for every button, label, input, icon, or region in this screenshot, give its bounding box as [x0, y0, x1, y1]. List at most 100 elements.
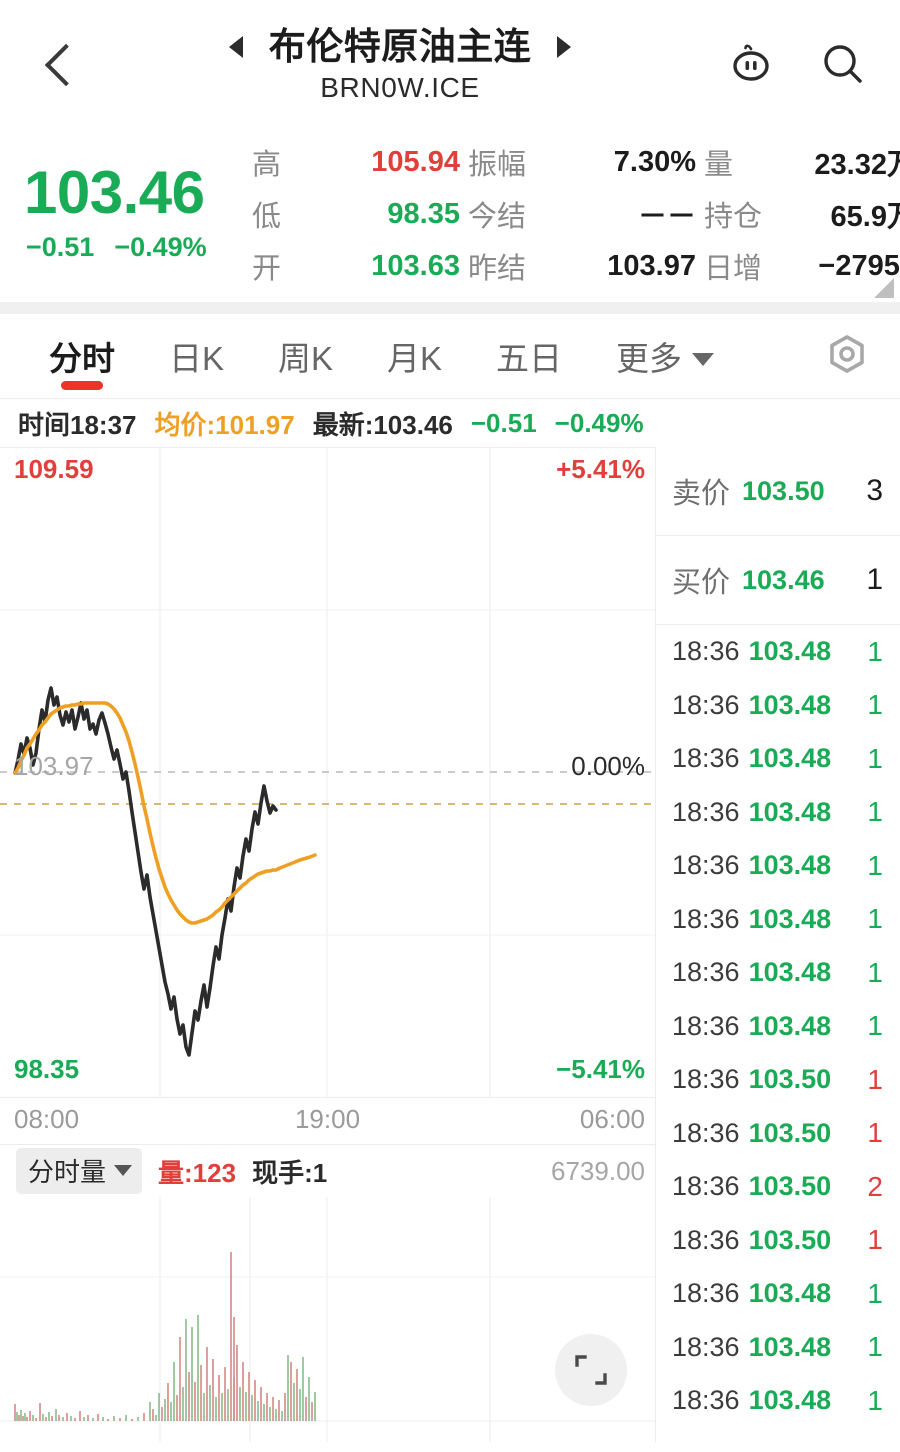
- tick-row[interactable]: 18:36 103.50 1: [656, 1053, 900, 1107]
- tick-row[interactable]: 18:36 103.48 1: [656, 1267, 900, 1321]
- tick-time: 18:36: [672, 636, 740, 667]
- tick-row[interactable]: 18:36 103.48 1: [656, 786, 900, 840]
- tick-row[interactable]: 18:36 103.48 1: [656, 1374, 900, 1428]
- tick-row[interactable]: 18:36 103.50 1: [656, 1214, 900, 1268]
- axis-tick-end: 06:00: [579, 1104, 645, 1134]
- tick-qty: 1: [867, 956, 883, 988]
- fullscreen-expand-icon: [575, 1355, 607, 1385]
- section-divider: [0, 302, 900, 314]
- tick-price: 103.50: [748, 1171, 832, 1202]
- chart-settings-button[interactable]: [812, 321, 882, 391]
- tick-row[interactable]: 18:36 103.48 1: [656, 679, 900, 733]
- chevron-down-icon: [114, 1165, 133, 1176]
- tick-row[interactable]: 18:36 103.50 2: [656, 1160, 900, 1214]
- tab-five-day[interactable]: 五日: [469, 314, 589, 398]
- search-icon: [824, 45, 862, 83]
- fullscreen-chart-button[interactable]: [555, 1334, 627, 1406]
- tick-time: 18:36: [672, 1010, 740, 1041]
- volume-indicator-label: 分时量: [28, 1157, 107, 1187]
- chart-and-ticks: 109.59 +5.41% 103.97 0.00% 98.35 −5.41% …: [0, 447, 900, 1442]
- tick-time: 18:36: [672, 1224, 740, 1255]
- tab-monthly-k[interactable]: 月K: [360, 314, 469, 398]
- info-last-price: 最新:103.46: [312, 409, 453, 440]
- chevron-down-icon: [692, 352, 715, 366]
- quote-summary: 103.46 −0.51 −0.49% 高 105.94 振幅 7.30% 量 …: [0, 130, 900, 302]
- triangle-left-icon[interactable]: [228, 35, 243, 58]
- stat-value-amplitude: 7.30%: [613, 145, 696, 178]
- search-button[interactable]: [812, 34, 874, 96]
- stat-label-settle-prev: 昨结: [468, 253, 527, 285]
- tick-row[interactable]: 18:36 103.48 1: [656, 946, 900, 1000]
- stat-value-settle-today: －－: [637, 201, 696, 233]
- tab-weekly-k-label: 周K: [278, 340, 334, 377]
- tick-price: 103.48: [748, 796, 832, 827]
- tick-qty: 1: [867, 1117, 883, 1149]
- last-price-block: 103.46 −0.51 −0.49%: [20, 136, 246, 292]
- tick-row[interactable]: 18:36 103.48 1: [656, 1000, 900, 1054]
- tick-price: 103.50: [748, 1224, 832, 1255]
- tab-weekly-k[interactable]: 周K: [251, 314, 360, 398]
- tick-row[interactable]: 18:36 103.48 1: [656, 732, 900, 786]
- volume-value: 量:123: [158, 1157, 237, 1188]
- tick-qty: 1: [867, 903, 883, 935]
- tab-intraday-label: 分时: [49, 340, 115, 377]
- tab-daily-k[interactable]: 日K: [142, 314, 251, 398]
- tick-qty: 1: [867, 635, 883, 667]
- tab-more[interactable]: 更多: [589, 314, 741, 398]
- tick-price: 103.48: [748, 903, 832, 934]
- volume-indicator-selector[interactable]: 分时量: [16, 1148, 143, 1194]
- axis-tick-mid: 19:00: [294, 1104, 361, 1134]
- chart-min-price: 98.35: [14, 1054, 80, 1084]
- tab-more-label: 更多: [616, 340, 683, 377]
- price-change-percent: −0.49%: [114, 231, 207, 262]
- tab-daily-k-label: 日K: [169, 340, 225, 377]
- stat-value-daily-change: −27952: [818, 249, 900, 282]
- robot-assistant-button[interactable]: [720, 34, 782, 96]
- stat-value-volume: 23.32万: [814, 149, 900, 181]
- chart-time-axis: 08:00 19:00 06:00: [0, 1097, 655, 1145]
- volume-bar-chart[interactable]: [0, 1197, 655, 1442]
- stat-label-high: 高: [252, 149, 282, 181]
- quote-stats-grid: 高 105.94 振幅 7.30% 量 23.32万 低 98.35 今结 －－…: [246, 136, 900, 292]
- tick-price: 103.48: [748, 1331, 832, 1362]
- ask-qty: 3: [866, 474, 883, 507]
- tick-row[interactable]: 18:36 103.48 1: [656, 893, 900, 947]
- tick-time: 18:36: [672, 1117, 740, 1148]
- hex-gear-icon: [830, 335, 864, 373]
- tab-intraday[interactable]: 分时: [22, 314, 142, 398]
- tick-time: 18:36: [672, 1064, 740, 1095]
- tick-qty: 1: [867, 689, 883, 721]
- stat-value-high: 105.94: [371, 145, 460, 178]
- tick-row[interactable]: 18:36 103.48 1: [656, 839, 900, 893]
- tick-row[interactable]: 18:36 103.50 1: [656, 1107, 900, 1161]
- tick-time: 18:36: [672, 850, 740, 881]
- tick-time: 18:36: [672, 1171, 740, 1202]
- expand-corner-icon[interactable]: [874, 278, 894, 298]
- intraday-price-chart[interactable]: 109.59 +5.41% 103.97 0.00% 98.35 −5.41%: [0, 447, 655, 1097]
- price-chart-svg: [0, 448, 655, 1097]
- tick-time: 18:36: [672, 1278, 740, 1309]
- tick-qty: 1: [867, 849, 883, 881]
- tick-row[interactable]: 18:36 103.48 1: [656, 1321, 900, 1375]
- triangle-right-icon[interactable]: [557, 35, 572, 58]
- stat-value-open-interest: 65.9万: [830, 201, 900, 233]
- tick-row[interactable]: 18:36 103.48 1: [656, 625, 900, 679]
- stat-label-volume: 量: [704, 149, 734, 181]
- ask-row[interactable]: 卖价 103.50 3: [656, 447, 900, 536]
- tick-price: 103.48: [748, 636, 832, 667]
- stat-label-daily-change: 日增: [704, 253, 763, 285]
- order-book-and-ticks: 卖价 103.50 3 买价 103.46 1 18:36 103.48 1 1…: [656, 447, 900, 1442]
- stat-label-open-interest: 持仓: [704, 201, 763, 233]
- current-hand-value: 现手:1: [252, 1157, 328, 1188]
- tick-qty: 1: [867, 1224, 883, 1256]
- stat-label-open: 开: [252, 253, 282, 285]
- axis-tick-start: 08:00: [14, 1104, 80, 1134]
- tick-price: 103.50: [748, 1117, 832, 1148]
- chart-tabs: 分时 日K 周K 月K 五日 更多: [0, 314, 900, 398]
- instrument-code: BRN0W.ICE: [320, 72, 480, 104]
- tab-monthly-k-label: 月K: [387, 340, 443, 377]
- bid-row[interactable]: 买价 103.46 1: [656, 536, 900, 625]
- header-actions: [720, 34, 874, 96]
- tick-qty: 1: [867, 1063, 883, 1095]
